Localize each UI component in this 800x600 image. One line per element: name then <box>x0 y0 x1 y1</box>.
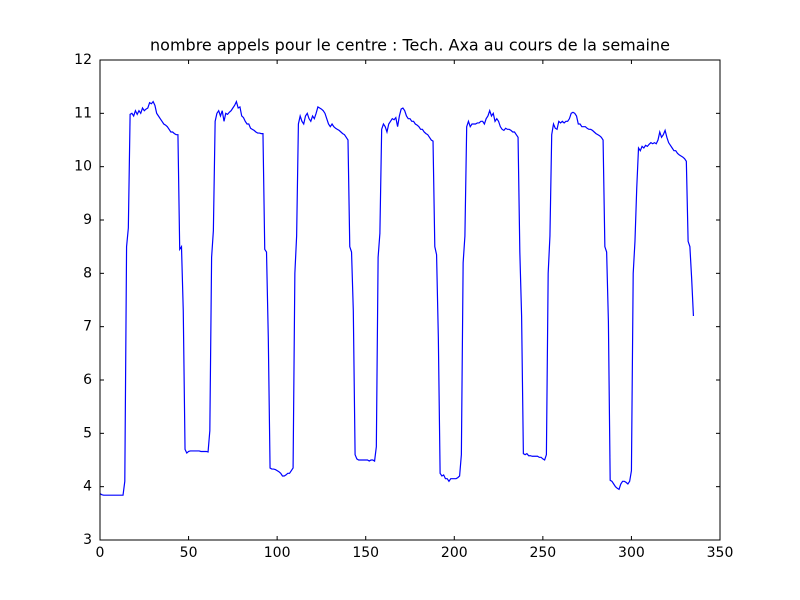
y-tick-label: 12 <box>74 52 92 68</box>
x-tick-label: 200 <box>441 545 468 561</box>
y-tick-label: 10 <box>74 159 92 175</box>
x-tick-label: 50 <box>180 545 198 561</box>
y-tick-label: 11 <box>74 105 92 121</box>
y-tick-label: 7 <box>83 319 92 335</box>
plot-area <box>99 99 695 496</box>
x-tick-label: 250 <box>529 545 556 561</box>
x-tick-label: 300 <box>618 545 645 561</box>
data-line <box>99 99 695 496</box>
y-tick-label: 8 <box>83 265 92 281</box>
y-tick-label: 9 <box>83 212 92 228</box>
x-tick-label: 0 <box>96 545 105 561</box>
y-tick-label: 3 <box>83 532 92 548</box>
y-tick-label: 6 <box>83 372 92 388</box>
y-tick-label: 5 <box>83 425 92 441</box>
chart-title: nombre appels pour le centre : Tech. Axa… <box>150 36 670 55</box>
y-tick-label: 4 <box>83 479 92 495</box>
x-tick-label: 350 <box>707 545 734 561</box>
axes-frame <box>99 59 721 541</box>
x-tick-label: 150 <box>352 545 379 561</box>
x-tick-label: 100 <box>264 545 291 561</box>
